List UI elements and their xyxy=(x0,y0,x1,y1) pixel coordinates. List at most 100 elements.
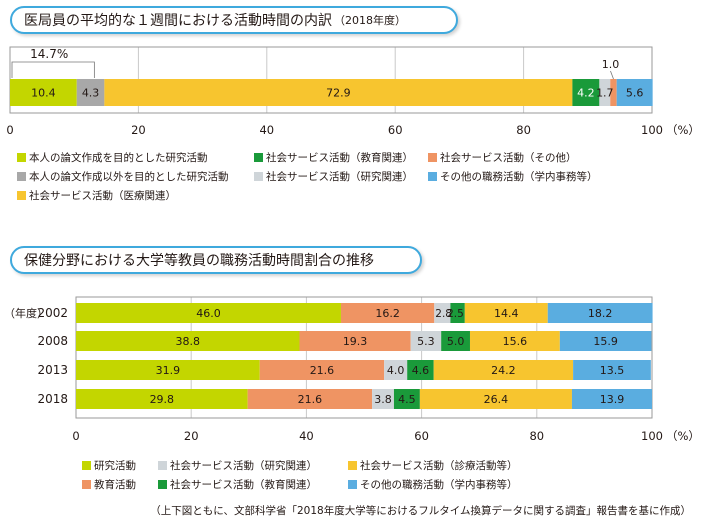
bottom-legend-swatch xyxy=(158,480,167,489)
bottom-legend-swatch xyxy=(348,461,357,470)
top-legend-label: 社会サービス活動（研究関連） xyxy=(266,171,413,183)
bottom-data-label: 15.6 xyxy=(503,335,528,348)
bottom-legend-swatch xyxy=(348,480,357,489)
top-legend-item: 本人の論文作成以外を目的とした研究活動 xyxy=(17,169,229,184)
bottom-data-label: 29.8 xyxy=(150,393,175,406)
bottom-data-label: 3.8 xyxy=(374,393,392,406)
top-data-label: 4.2 xyxy=(577,87,595,100)
bottom-chart-title-main: 保健分野における大学等教員の職務活動時間割合の推移 xyxy=(24,253,374,269)
top-x-tick-label: 20 xyxy=(131,123,146,137)
bottom-data-label: 46.0 xyxy=(196,307,221,320)
bottom-data-label: 24.2 xyxy=(491,364,516,377)
top-data-label: 4.3 xyxy=(82,87,100,100)
top-legend-swatch xyxy=(428,153,437,162)
bottom-bar-segment xyxy=(464,303,548,323)
bottom-bar-segment xyxy=(247,389,373,409)
top-bar-segment xyxy=(572,79,600,106)
bottom-y-category-label: 2002 xyxy=(37,306,68,320)
bottom-bar-segment xyxy=(407,360,434,380)
bottom-data-label: 26.4 xyxy=(484,393,509,406)
bottom-x-tick-label: 100 xyxy=(641,429,663,443)
bottom-bar-segment xyxy=(433,360,574,380)
top-research-bracket xyxy=(11,61,95,78)
top-bar-segment xyxy=(104,79,573,106)
bottom-legend-item: 社会サービス活動（研究関連） xyxy=(158,458,317,473)
bottom-bar-segment xyxy=(410,331,442,351)
top-x-tick-label: 40 xyxy=(259,123,274,137)
top-x-tick-label: 60 xyxy=(388,123,403,137)
top-legend-item: 社会サービス活動（教育関連） xyxy=(254,150,413,165)
bottom-legend-label: 社会サービス活動（教育関連） xyxy=(170,479,317,491)
bottom-data-label: 38.8 xyxy=(175,335,200,348)
bottom-x-tick-label: 60 xyxy=(414,429,429,443)
bottom-legend-label: 研究活動 xyxy=(94,460,136,472)
top-bar-segment xyxy=(616,79,653,106)
bottom-bar-segment xyxy=(573,360,651,380)
bottom-y-axis-label: （年度） xyxy=(4,306,48,320)
bottom-bar-segment xyxy=(259,360,385,380)
bottom-bar-segment xyxy=(384,360,408,380)
bottom-legend-label: 教育活動 xyxy=(94,479,136,491)
top-data-label: 5.6 xyxy=(626,87,644,100)
bottom-bar-segment xyxy=(299,331,411,351)
bottom-legend-item: 研究活動 xyxy=(82,458,136,473)
bottom-data-label: 18.2 xyxy=(588,307,613,320)
bottom-data-label: 16.2 xyxy=(375,307,400,320)
bottom-bar-segment xyxy=(434,303,451,323)
bottom-data-label: 14.4 xyxy=(494,307,519,320)
top-legend-item: 社会サービス活動（研究関連） xyxy=(254,169,413,184)
bottom-legend-swatch xyxy=(158,461,167,470)
bottom-legend-item: 社会サービス活動（教育関連） xyxy=(158,477,317,492)
top-legend-label: 社会サービス活動（その他） xyxy=(440,152,577,164)
bottom-data-label: 4.6 xyxy=(412,364,430,377)
top-bar-segment xyxy=(610,79,617,106)
bottom-x-tick-label: 0 xyxy=(72,429,79,443)
bottom-data-label: 31.9 xyxy=(156,364,181,377)
top-legend-item: 社会サービス活動（その他） xyxy=(428,150,577,165)
top-data-label: 1.0 xyxy=(602,58,620,71)
bottom-plot-frame xyxy=(75,296,653,419)
bottom-bar-segment xyxy=(450,303,465,323)
top-chart-title-year: （2018年度） xyxy=(334,14,406,27)
top-legend-swatch xyxy=(254,172,263,181)
bottom-data-label: 21.6 xyxy=(310,364,335,377)
bottom-data-label: 13.5 xyxy=(600,364,625,377)
bottom-bar-segment xyxy=(76,303,341,323)
bottom-x-tick-label: 40 xyxy=(299,429,314,443)
top-x-unit: （%） xyxy=(666,123,700,137)
top-data-label: 10.4 xyxy=(31,87,56,100)
bottom-data-label: 15.9 xyxy=(593,335,618,348)
top-leader-line xyxy=(610,70,614,80)
bottom-data-label: 5.3 xyxy=(417,335,435,348)
bottom-legend-item: 教育活動 xyxy=(82,477,136,492)
bottom-bar-segment xyxy=(547,303,653,323)
bottom-data-label: 21.6 xyxy=(298,393,323,406)
bottom-legend-item: 社会サービス活動（診療活動等） xyxy=(348,458,518,473)
top-legend-label: 本人の論文作成を目的とした研究活動 xyxy=(29,152,208,164)
bottom-bar-segment xyxy=(469,331,560,351)
top-legend-label: 社会サービス活動（教育関連） xyxy=(266,152,413,164)
bottom-x-unit: （%） xyxy=(666,429,700,443)
top-bar-segment xyxy=(76,79,105,106)
top-chart-title: 医局員の平均的な１週間における活動時間の内訳 （2018年度） xyxy=(10,6,458,34)
top-legend-label: その他の職務活動（学内事務等） xyxy=(440,171,598,183)
bottom-y-category-label: 2008 xyxy=(37,334,68,348)
top-data-label: 72.9 xyxy=(326,87,351,100)
top-data-label: 1.7 xyxy=(596,87,614,100)
bottom-bar-segment xyxy=(441,331,470,351)
top-bar-segment xyxy=(599,79,611,106)
bottom-bar-segment xyxy=(419,389,572,409)
bottom-data-label: 4.5 xyxy=(398,393,416,406)
bottom-x-tick-label: 80 xyxy=(529,429,544,443)
bottom-data-label: 19.3 xyxy=(343,335,368,348)
source-note: （上下図ともに、文部科学省「2018年度大学等におけるフルタイム換算データに関す… xyxy=(150,505,691,517)
bottom-data-label: 13.9 xyxy=(600,393,625,406)
top-legend-swatch xyxy=(17,172,26,181)
top-legend-item: その他の職務活動（学内事務等） xyxy=(428,169,598,184)
bottom-bar-segment xyxy=(76,360,260,380)
top-legend-label: 社会サービス活動（医療関連） xyxy=(29,190,176,202)
top-x-tick-label: 0 xyxy=(6,123,13,137)
bottom-legend-label: 社会サービス活動（診療活動等） xyxy=(360,460,518,472)
bottom-legend-item: その他の職務活動（学内事務等） xyxy=(348,477,518,492)
